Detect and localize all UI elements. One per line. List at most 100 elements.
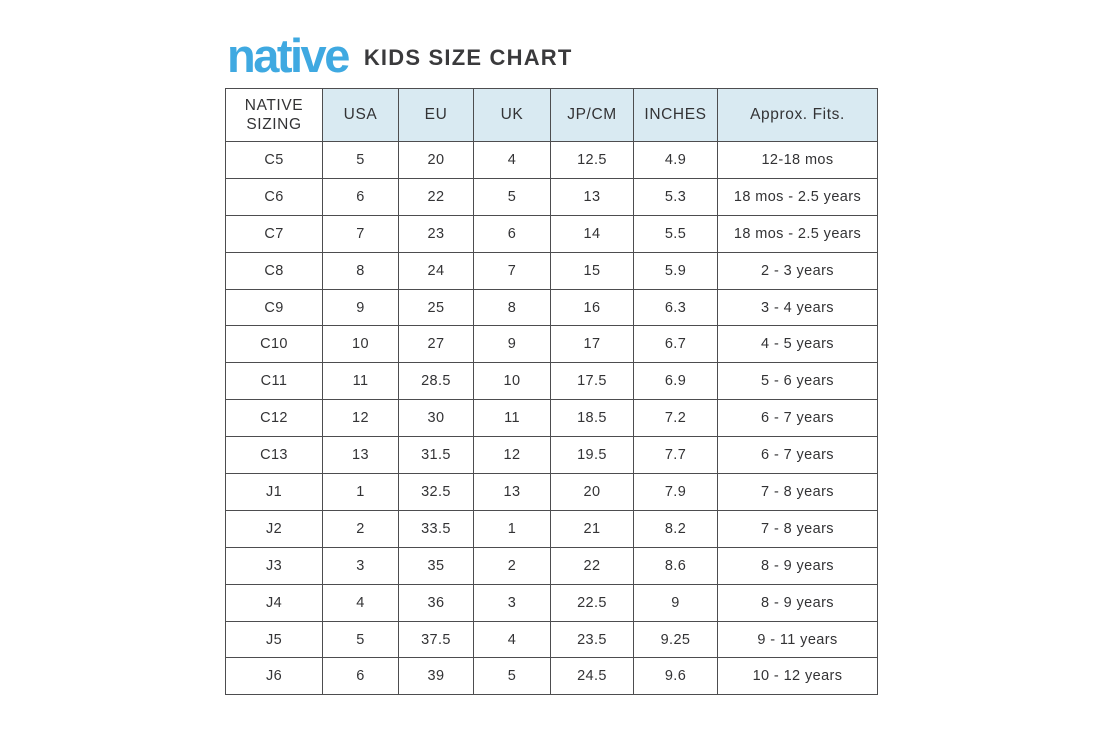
table-cell: 1 [473, 509, 551, 548]
table-cell: 8.2 [633, 509, 718, 548]
table-cell: 6.7 [633, 325, 718, 364]
table-cell: C10 [225, 325, 323, 364]
table-cell: 8 - 9 years [717, 546, 878, 585]
header-row: NATIVE SIZING USA EU UK JP/CM INCHES Approx. F… [225, 88, 878, 142]
native-logo: native [227, 28, 350, 82]
table-row: J3 3 35 2 22 8.6 8 - 9 years [225, 546, 878, 585]
table-cell: C12 [225, 399, 323, 438]
table-cell: 21 [550, 509, 634, 548]
table-cell: 12.5 [550, 141, 634, 179]
table-cell: 37.5 [398, 620, 474, 659]
table-cell: 5 [322, 141, 399, 179]
table-cell: 6.3 [633, 288, 718, 327]
table-cell: 22.5 [550, 583, 634, 622]
table-cell: 9.25 [633, 620, 718, 659]
table-cell: 3 - 4 years [717, 288, 878, 327]
table-cell: 9 [633, 583, 718, 622]
table-cell: 5.5 [633, 214, 718, 253]
table-cell: C13 [225, 436, 323, 475]
table-cell: 15 [550, 251, 634, 290]
table-cell: 24.5 [550, 657, 634, 696]
table-cell: 7 - 8 years [717, 473, 878, 511]
table-cell: C9 [225, 288, 323, 327]
table-cell: 27 [398, 325, 474, 364]
table-cell: 11 [322, 362, 399, 401]
table-cell: 10 [322, 325, 399, 364]
table-cell: J1 [225, 473, 323, 511]
table-cell: 13 [322, 436, 399, 475]
table-cell: 5 - 6 years [717, 362, 878, 401]
table-row: J2 2 33.5 1 21 8.2 7 - 8 years [225, 509, 878, 548]
table-cell: J4 [225, 583, 323, 622]
table-cell: 16 [550, 288, 634, 327]
column-header: USA [322, 88, 399, 142]
table-cell: 17.5 [550, 362, 634, 401]
table-cell: 11 [473, 399, 551, 438]
table-cell: 19.5 [550, 436, 634, 475]
table-cell: 39 [398, 657, 474, 696]
table-row: J1 1 32.5 13 20 7.9 7 - 8 years [225, 473, 878, 511]
table-cell: 2 [322, 509, 399, 548]
size-chart-table: NATIVE SIZING USA EU UK JP/CM INCHES Approx. F… [225, 88, 878, 696]
table-cell: 7.2 [633, 399, 718, 438]
table-body: C5 5 20 4 12.5 4.9 12-18 mos C6 6 22 5 13 5.3 18 mos … [225, 141, 878, 696]
table-cell: 20 [398, 141, 474, 179]
table-row: C7 7 23 6 14 5.5 18 mos - 2.5 years [225, 214, 878, 253]
table-cell: 5 [473, 657, 551, 696]
table-cell: 8.6 [633, 546, 718, 585]
table-cell: 36 [398, 583, 474, 622]
column-header: EU [398, 88, 474, 142]
table-cell: 9 [322, 288, 399, 327]
table-cell: 31.5 [398, 436, 474, 475]
table-cell: 12-18 mos [717, 141, 878, 179]
table-cell: J3 [225, 546, 323, 585]
table-cell: 1 [322, 473, 399, 511]
table-cell: C7 [225, 214, 323, 253]
table-cell: 6.9 [633, 362, 718, 401]
table-row: C12 12 30 11 18.5 7.2 6 - 7 years [225, 399, 878, 438]
table-cell: 6 [322, 177, 399, 216]
table-cell: C8 [225, 251, 323, 290]
column-header: UK [473, 88, 551, 142]
table-cell: 18.5 [550, 399, 634, 438]
table-cell: 7 - 8 years [717, 509, 878, 548]
table-row: J6 6 39 5 24.5 9.6 10 - 12 years [225, 657, 878, 696]
table-cell: 33.5 [398, 509, 474, 548]
table-cell: 4.9 [633, 141, 718, 179]
table-cell: 2 - 3 years [717, 251, 878, 290]
table-cell: 13 [550, 177, 634, 216]
table-cell: 32.5 [398, 473, 474, 511]
table-cell: 5.9 [633, 251, 718, 290]
table-cell: 17 [550, 325, 634, 364]
table-cell: 2 [473, 546, 551, 585]
table-cell: 20 [550, 473, 634, 511]
table-cell: 4 [322, 583, 399, 622]
table-cell: 23.5 [550, 620, 634, 659]
table-cell: 10 - 12 years [717, 657, 878, 696]
table-cell: 13 [473, 473, 551, 511]
table-cell: 8 - 9 years [717, 583, 878, 622]
table-row: C9 9 25 8 16 6.3 3 - 4 years [225, 288, 878, 327]
table-cell: 24 [398, 251, 474, 290]
table-cell: 23 [398, 214, 474, 253]
table-cell: J5 [225, 620, 323, 659]
table-cell: J6 [225, 657, 323, 696]
table-cell: 12 [322, 399, 399, 438]
table-cell: 10 [473, 362, 551, 401]
table-row: C5 5 20 4 12.5 4.9 12-18 mos [225, 141, 878, 179]
table-row: C8 8 24 7 15 5.9 2 - 3 years [225, 251, 878, 290]
table-cell: 9 [473, 325, 551, 364]
table-cell: C5 [225, 141, 323, 179]
column-header: INCHES [633, 88, 718, 142]
table-cell: 7 [473, 251, 551, 290]
table-cell: C11 [225, 362, 323, 401]
table-cell: 4 [473, 620, 551, 659]
table-cell: 9 - 11 years [717, 620, 878, 659]
page-title: KIDS SIZE CHART [363, 45, 573, 70]
table-row: C13 13 31.5 12 19.5 7.7 6 - 7 years [225, 436, 878, 475]
table-cell: 6 [473, 214, 551, 253]
table-cell: 25 [398, 288, 474, 327]
column-header: Approx. Fits. [717, 88, 878, 142]
table-cell: 5 [473, 177, 551, 216]
